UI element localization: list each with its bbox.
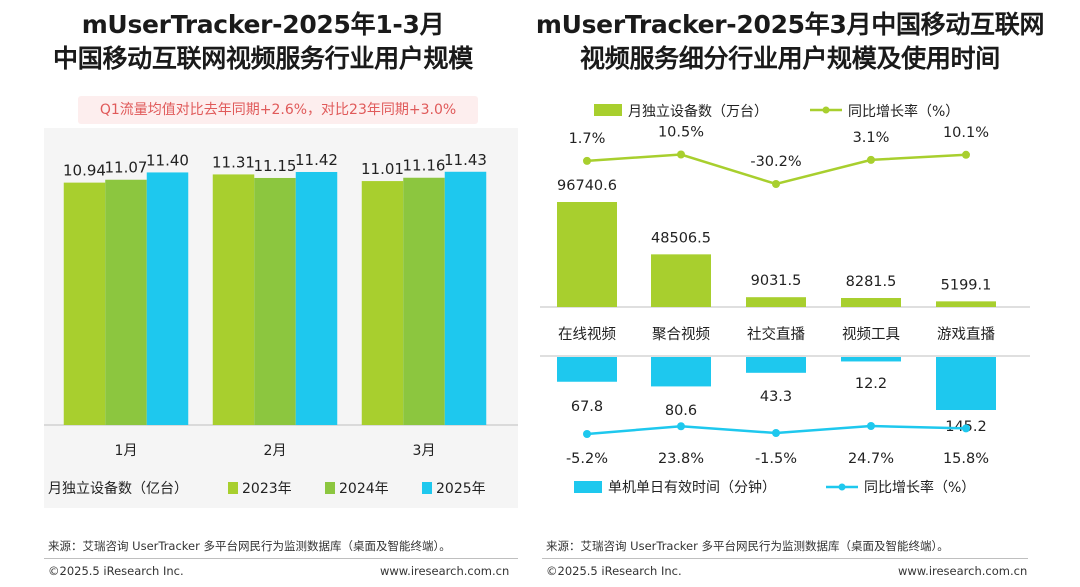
right-category-label: 在线视频 [558, 326, 616, 343]
right-top-growth-label: 1.7% [569, 131, 606, 147]
left-chart-title: mUserTracker-2025年1-3月 中国移动互联网视频服务行业用户规模 [8, 8, 518, 76]
left-legend-title: 月独立设备数（亿台） [48, 480, 188, 497]
right-category-label: 聚合视频 [652, 326, 710, 343]
left-bar-1-2023年 [63, 182, 106, 425]
right-category-label: 社交直播 [747, 325, 805, 343]
right-bottom-bar [841, 357, 901, 362]
right-bottom-growth-marker [772, 429, 780, 438]
copyright-right: ©2025.5 iResearch Inc. [546, 564, 682, 578]
right-bottom-growth-label: 23.8% [658, 451, 704, 467]
left-title-line1: mUserTracker-2025年1-3月 [81, 10, 445, 39]
right-top-bar [651, 254, 711, 307]
right-bottom-bar-label: 43.3 [760, 389, 792, 405]
right-top-growth-marker [772, 180, 780, 188]
right-top-growth-label: -30.2% [750, 154, 801, 170]
right-bottom-bar-label: 12.2 [855, 376, 887, 392]
right-top-bar-label: 96740.6 [557, 178, 617, 194]
left-legend-label: 2024年 [339, 481, 389, 497]
right-legend-bar-label-bottom: 单机单日有效时间（分钟） [608, 479, 776, 496]
left-bar-1-2025年 [146, 172, 189, 425]
left-x-tick-label: 1月 [115, 443, 138, 459]
left-bar-label: 11.31 [212, 153, 255, 171]
left-bar-label: 11.01 [361, 160, 404, 178]
source-note-left: 来源：艾瑞咨询 UserTracker 多平台网民行为监测数据库（桌面及智能终端… [48, 539, 451, 553]
left-x-tick-label: 2月 [264, 443, 287, 459]
right-bottom-bar [557, 357, 617, 382]
left-bar-1-2024年 [105, 179, 147, 425]
left-bar-label: 11.07 [105, 159, 148, 177]
footer-divider-left [44, 558, 518, 559]
right-top-bar-label: 8281.5 [846, 274, 897, 290]
right-legend-line-label-bottom: 同比增长率（%） [864, 479, 975, 496]
right-bottom-growth-marker [583, 430, 591, 438]
right-bottom-growth-label: -5.2% [566, 451, 608, 467]
right-bottom-growth-label: 15.8% [943, 451, 989, 467]
url-left: www.iresearch.com.cn [380, 564, 510, 578]
right-top-bar [936, 301, 996, 307]
left-legend-swatch-2024年 [325, 482, 335, 494]
left-title-line2: 中国移动互联网视频服务行业用户规模 [53, 44, 473, 73]
right-top-bar [746, 297, 806, 307]
right-top-growth-label: 10.5% [658, 125, 704, 141]
left-bar-3-2025年 [444, 171, 487, 425]
right-top-growth-marker [583, 156, 591, 165]
right-legend-line-label-top: 同比增长率（%） [848, 103, 959, 120]
right-bottom-bar [651, 357, 711, 387]
left-bar-2-2023年 [212, 174, 255, 425]
right-top-growth-marker [962, 150, 970, 159]
right-legend-bar-label-top: 月独立设备数（万台） [628, 103, 768, 120]
left-bar-label: 11.42 [295, 151, 338, 169]
left-bar-3-2023年 [361, 181, 404, 425]
right-bottom-growth-marker [677, 422, 685, 431]
left-bar-3-2024年 [403, 177, 445, 425]
left-bar-label: 11.43 [444, 151, 487, 169]
right-category-label: 视频工具 [842, 326, 900, 343]
left-legend-label: 2023年 [242, 481, 292, 497]
right-bottom-growth-label: 24.7% [848, 451, 894, 467]
source-note-right: 来源：艾瑞咨询 UserTracker 多平台网民行为监测数据库（桌面及智能终端… [546, 539, 949, 553]
right-legend-bar-swatch-bottom [574, 481, 602, 493]
right-bottom-bar [746, 357, 806, 373]
comparison-note: Q1流量均值对比去年同期+2.6%，对比23年同期+3.0% [78, 96, 478, 124]
right-top-growth-marker [677, 150, 685, 159]
left-bar-label: 10.94 [63, 162, 106, 180]
left-bar-2-2024年 [254, 177, 296, 425]
right-bottom-growth-label: -1.5% [755, 451, 797, 467]
right-legend-line-marker-top [822, 106, 830, 114]
left-legend-swatch-2023年 [228, 482, 238, 494]
right-bottom-bar-label: 80.6 [665, 403, 697, 419]
left-legend-swatch-2025年 [422, 482, 432, 494]
right-category-label: 游戏直播 [937, 326, 995, 343]
right-top-bar-label: 48506.5 [651, 230, 711, 246]
footer-divider-right [542, 558, 1028, 559]
right-top-bar [557, 202, 617, 307]
right-bottom-growth-marker [962, 424, 970, 433]
left-bar-label: 11.40 [146, 151, 189, 169]
right-top-bar-label: 9031.5 [751, 273, 802, 289]
right-title-line2: 视频服务细分行业用户规模及使用时间 [580, 44, 1000, 73]
right-top-growth-label: 3.1% [853, 130, 890, 146]
right-top-growth-label: 10.1% [943, 125, 989, 141]
url-right: www.iresearch.com.cn [898, 564, 1028, 578]
right-legend-bar-swatch-top [594, 104, 622, 116]
copyright-left: ©2025.5 iResearch Inc. [48, 564, 184, 578]
left-bar-label: 11.16 [403, 157, 446, 175]
right-bottom-growth-marker [867, 422, 875, 430]
right-top-growth-marker [867, 155, 875, 164]
left-legend-label: 2025年 [436, 481, 486, 497]
left-bar-label: 11.15 [254, 157, 297, 175]
right-bottom-bar [936, 357, 996, 410]
right-top-bar [841, 298, 901, 307]
left-x-tick-label: 3月 [413, 443, 436, 459]
right-legend-line-marker-bottom [838, 483, 846, 491]
right-chart-title: mUserTracker-2025年3月中国移动互联网 视频服务细分行业用户规模… [510, 8, 1070, 76]
left-bar-2-2025年 [295, 171, 338, 425]
right-top-bar-label: 5199.1 [941, 277, 992, 293]
right-bottom-bar-label: 67.8 [571, 399, 603, 415]
right-title-line1: mUserTracker-2025年3月中国移动互联网 [535, 10, 1045, 39]
